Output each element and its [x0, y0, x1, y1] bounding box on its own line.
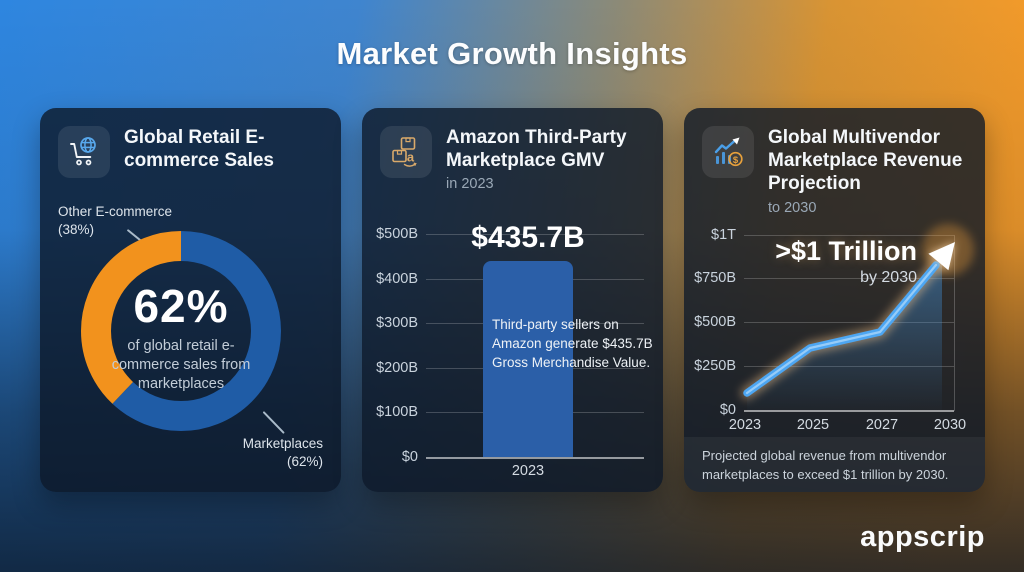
- y-tick: $500B: [376, 226, 418, 242]
- y-tick: $0: [719, 402, 736, 418]
- card-header: Global Retail E-commerce Sales: [58, 126, 327, 178]
- chart-right-border: [954, 235, 955, 411]
- svg-text:a: a: [407, 150, 415, 165]
- y-tick: $750B: [694, 270, 736, 286]
- card-revenue-projection: $ Global Multivendor Marketplace Revenue…: [684, 108, 985, 492]
- donut-center-value: 62%: [133, 280, 229, 332]
- callout-label: Marketplaces: [242, 436, 323, 451]
- brand-logo: appscrip: [860, 521, 985, 553]
- annotation-value: >$1 Trillion: [775, 236, 917, 266]
- x-tick: 2025: [796, 417, 830, 433]
- trend-arrow-coin-icon: $: [702, 126, 754, 178]
- card-header: $ Global Multivendor Marketplace Revenue…: [702, 126, 971, 216]
- donut-center: 62% of global retail e-commerce sales fr…: [101, 279, 261, 394]
- y-tick: $300B: [376, 315, 418, 331]
- card-amazon-gmv: a Amazon Third-Party Marketplace GMV in …: [362, 108, 663, 492]
- callout-other-ecommerce: Other E-commerce (38%): [58, 203, 172, 238]
- card-subtitle: to 2030: [768, 199, 817, 216]
- gmv-bar: [483, 261, 573, 457]
- y-tick: $100B: [376, 404, 418, 420]
- gridline: [744, 322, 954, 323]
- projection-annotation: >$1 Trillion by 2030: [775, 236, 917, 287]
- parcel-boxes-amazon-icon: a: [380, 126, 432, 178]
- card-title: Amazon Third-Party Marketplace GMV: [446, 127, 627, 172]
- arrowhead-icon: [928, 242, 955, 271]
- card-global-retail-ecommerce: Global Retail E-commerce Sales Other E-c…: [40, 108, 341, 492]
- callout-pct: (38%): [58, 221, 95, 237]
- bar-value-label: $435.7B: [471, 221, 585, 254]
- bar-annotation: Third-party sellers on Amazon generate $…: [492, 317, 653, 371]
- projection-caption: Projected global revenue from multivendo…: [684, 437, 985, 492]
- arrow-glow: [922, 224, 974, 276]
- card-title: Global Multivendor Marketplace Revenue P…: [768, 127, 963, 195]
- y-tick: $250B: [694, 358, 736, 374]
- gridline: [744, 235, 954, 236]
- page-title: Market Growth Insights: [336, 36, 688, 71]
- x-axis-line: [426, 457, 644, 459]
- x-tick: 2027: [865, 417, 899, 433]
- card-header: a Amazon Third-Party Marketplace GMV in …: [380, 126, 649, 192]
- card-subtitle: in 2023: [446, 176, 494, 193]
- x-tick: 2030: [933, 417, 967, 433]
- svg-text:$: $: [733, 155, 739, 166]
- y-tick: $400B: [376, 271, 418, 287]
- x-tick: 2023: [728, 417, 762, 433]
- y-tick: $1T: [711, 227, 736, 243]
- donut-chart: 62% of global retail e-commerce sales fr…: [81, 231, 281, 431]
- gridline: [426, 234, 644, 235]
- callout-label: Other E-commerce: [58, 204, 173, 219]
- x-axis-line: [744, 410, 954, 412]
- y-tick: $0: [401, 449, 418, 465]
- callout-pct: (62%): [286, 453, 323, 469]
- cart-globe-icon: [58, 126, 110, 178]
- callout-marketplaces: Marketplaces (62%): [243, 435, 323, 470]
- donut-slice-other: [81, 231, 281, 431]
- y-tick: $500B: [694, 314, 736, 330]
- x-tick: 2023: [511, 463, 545, 479]
- y-tick: $200B: [376, 360, 418, 376]
- card-title: Global Retail E-commerce Sales: [124, 127, 274, 172]
- gridline: [744, 366, 954, 367]
- annotation-sub: by 2030: [860, 269, 917, 286]
- arrowhead-glow: [928, 242, 955, 271]
- donut-center-caption: of global retail e-commerce sales from m…: [111, 338, 251, 393]
